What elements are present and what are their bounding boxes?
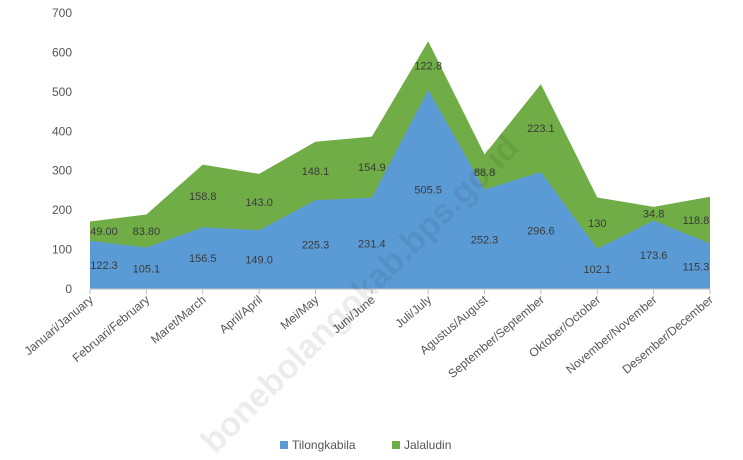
- y-tick-label: 500: [52, 85, 72, 99]
- area-series-tilongkabila: [90, 89, 710, 289]
- data-label-tilongkabila: 505.5: [414, 184, 442, 196]
- data-label-tilongkabila: 102.1: [584, 264, 612, 276]
- data-label-tilongkabila: 225.3: [302, 240, 330, 252]
- data-label-jalaludin: 158.8: [189, 191, 217, 203]
- x-tick-label: Maret/March: [148, 293, 209, 347]
- x-tick-label: September/September: [445, 293, 546, 381]
- x-tick-label: Juli/July: [392, 293, 434, 331]
- data-label-tilongkabila: 231.4: [358, 238, 386, 250]
- y-tick-label: 200: [52, 203, 72, 217]
- data-label-tilongkabila: 173.6: [640, 250, 668, 262]
- data-label-tilongkabila: 156.5: [189, 253, 217, 265]
- y-tick-label: 600: [52, 45, 72, 59]
- data-label-tilongkabila: 252.3: [471, 234, 499, 246]
- data-label-tilongkabila: 149.0: [245, 255, 273, 267]
- legend-swatch-jalaludin: [392, 441, 400, 449]
- data-labels: 122.3 105.1 156.5 149.0 225.3 231.4 505.5 252.3…: [90, 60, 709, 275]
- y-tick-label: 700: [52, 6, 72, 20]
- data-label-jalaludin: 148.1: [302, 166, 330, 178]
- legend-swatch-tilongkabila: [280, 441, 288, 449]
- data-label-jalaludin: 223.1: [527, 123, 555, 135]
- data-label-jalaludin: 83.80: [133, 226, 161, 238]
- data-label-tilongkabila: 105.1: [133, 263, 161, 275]
- legend: Tilongkabila Jalaludin: [280, 438, 451, 452]
- y-tick-label: 300: [52, 164, 72, 178]
- data-label-jalaludin: 34.8: [643, 209, 664, 221]
- data-label-jalaludin: 49.00: [90, 226, 118, 238]
- data-label-jalaludin: 122.8: [414, 60, 442, 72]
- plot-area: [90, 41, 710, 289]
- data-label-tilongkabila: 296.6: [527, 226, 555, 238]
- y-tick-label: 0: [65, 282, 72, 296]
- x-tick-label: April/April: [217, 293, 265, 337]
- data-label-jalaludin: 154.9: [358, 162, 386, 174]
- y-tick-label: 400: [52, 124, 72, 138]
- legend-label-tilongkabila: Tilongkabila: [292, 438, 356, 452]
- y-axis: 0 100 200 300 400 500 600 700: [52, 6, 72, 296]
- legend-label-jalaludin: Jalaludin: [404, 438, 451, 452]
- data-label-tilongkabila: 122.3: [90, 260, 118, 272]
- data-label-jalaludin: 143.0: [245, 197, 273, 209]
- data-label-tilongkabila: 115.3: [683, 261, 710, 273]
- data-label-jalaludin: 88.8: [474, 167, 495, 179]
- y-tick-label: 100: [52, 243, 72, 257]
- data-label-jalaludin: 130: [588, 218, 606, 230]
- data-label-jalaludin: 118.8: [683, 215, 710, 227]
